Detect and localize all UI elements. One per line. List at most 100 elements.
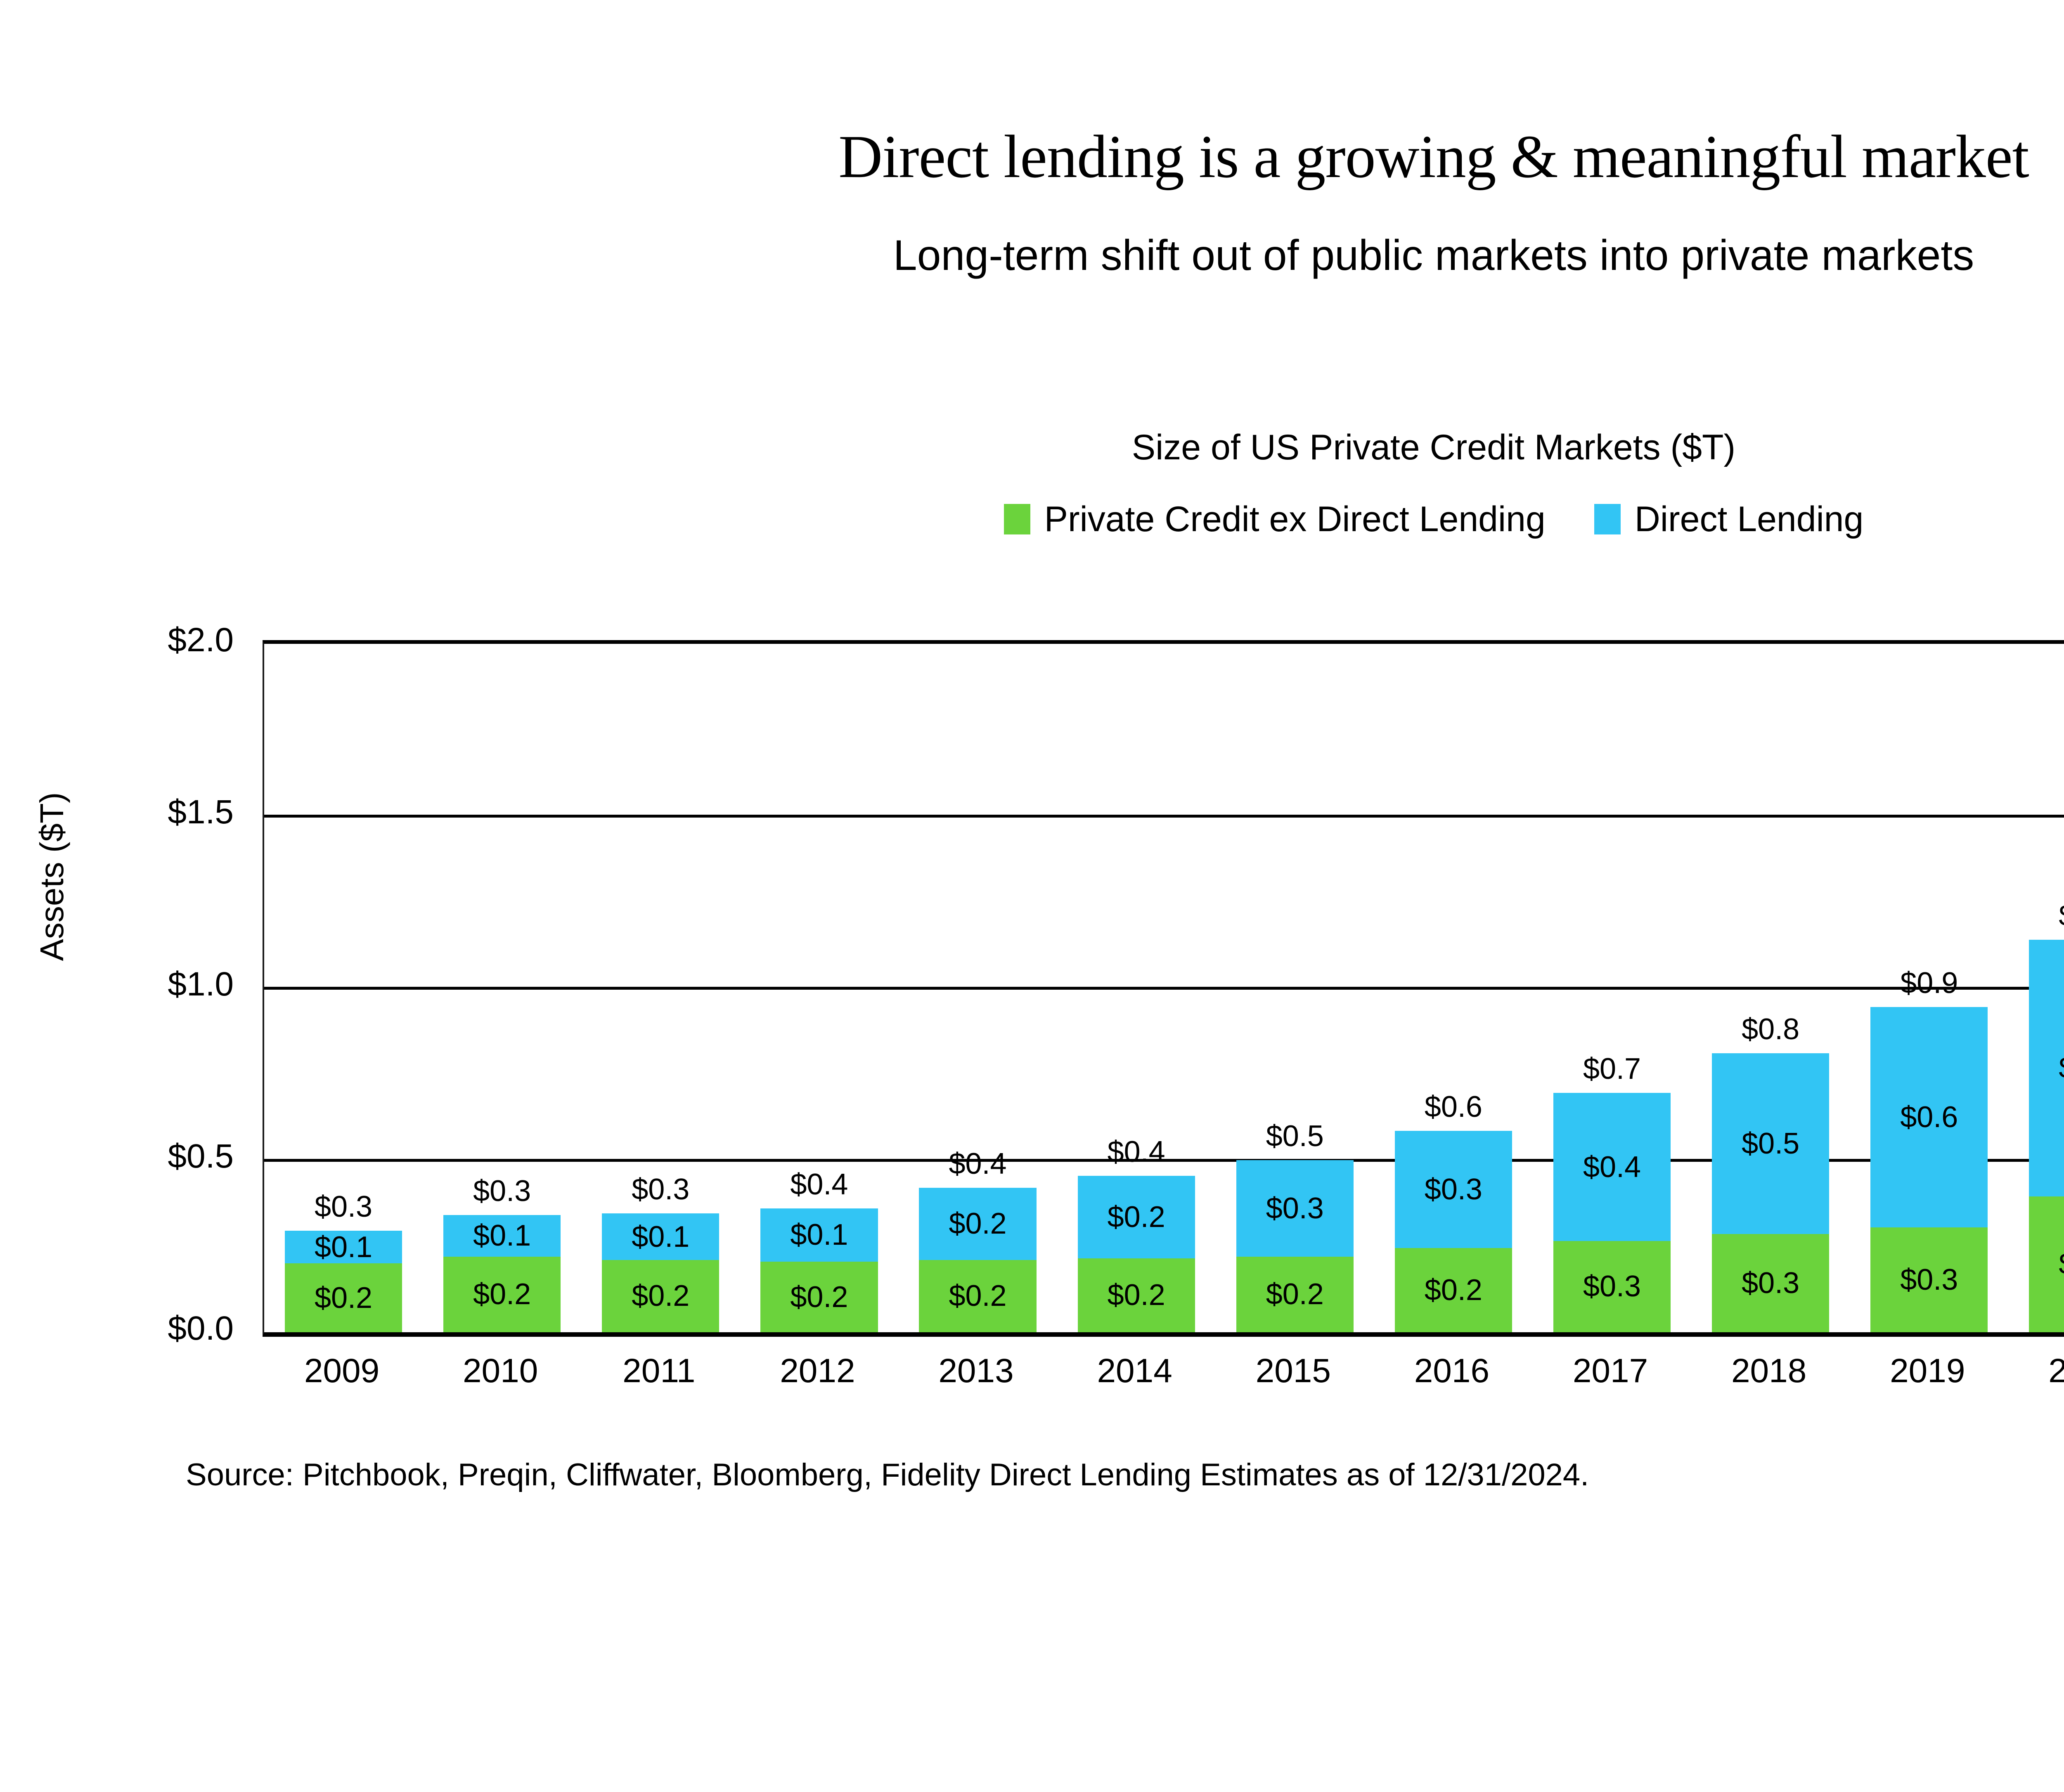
bar-segment-value-label: $0.2	[473, 1278, 531, 1311]
chart-legend: Private Credit ex Direct Lending Direct …	[0, 501, 2064, 537]
bar-segment-private-credit-ex-direct-lending[interactable]: $0.4	[2029, 1196, 2064, 1332]
bar-group[interactable]: $0.4 $0.3 $0.7	[1553, 1047, 1671, 1332]
bar-stack: $0.7 $0.4	[2029, 940, 2064, 1332]
bar-segment-direct-lending[interactable]: $0.3	[1394, 1131, 1512, 1248]
legend-item-direct-lending[interactable]: Direct Lending	[1594, 499, 1864, 539]
legend-label-private-credit-ex-direct-lending: Private Credit ex Direct Lending	[1044, 499, 1546, 539]
source-note: Source: Pitchbook, Preqin, Cliffwater, B…	[186, 1457, 1589, 1492]
bar-stack: $0.1 $0.2	[760, 1208, 878, 1332]
bar-group[interactable]: $0.2 $0.2 $0.4	[919, 1142, 1037, 1332]
x-axis-tick-label: 2018	[1731, 1352, 1807, 1390]
bar-segment-private-credit-ex-direct-lending[interactable]: $0.2	[602, 1260, 720, 1332]
legend-item-private-credit-ex-direct-lending[interactable]: Private Credit ex Direct Lending	[1004, 501, 1546, 537]
legend-label-direct-lending: Direct Lending	[1634, 499, 1864, 539]
bar-total-label: $0.9	[1900, 966, 1958, 1000]
bar-segment-value-label: $0.3	[1266, 1192, 1324, 1225]
bar-stack: $0.6 $0.3	[1870, 1007, 1988, 1332]
bar-group[interactable]: $0.3 $0.2 $0.5	[1236, 1115, 1354, 1332]
bar-group[interactable]: $0.1 $0.2 $0.3	[284, 1185, 402, 1332]
bar-segment-direct-lending[interactable]: $0.1	[284, 1230, 402, 1264]
bar-segment-value-label: $0.5	[1742, 1127, 1800, 1161]
bar-segment-value-label: $0.2	[1107, 1279, 1165, 1312]
bar-segment-direct-lending[interactable]: $0.1	[760, 1208, 878, 1262]
bar-stack: $0.1 $0.2	[602, 1213, 720, 1332]
x-axis-tick-label: 2020	[2048, 1352, 2064, 1390]
x-axis-tick-label: 2014	[1097, 1352, 1172, 1390]
bar-group[interactable]: $0.1 $0.2 $0.4	[760, 1163, 878, 1332]
bar-segment-direct-lending[interactable]: $0.6	[1870, 1007, 1988, 1227]
bar-segment-direct-lending[interactable]: $0.3	[1236, 1160, 1354, 1257]
bar-group[interactable]: $0.1 $0.2 $0.3	[602, 1168, 720, 1332]
y-axis-tick-label: $1.0	[168, 965, 234, 1003]
bar-segment-value-label: $0.2	[314, 1281, 373, 1314]
bar-segment-private-credit-ex-direct-lending[interactable]: $0.2	[284, 1263, 402, 1332]
bar-segment-direct-lending[interactable]: $0.2	[919, 1187, 1037, 1260]
chart-title: Size of US Private Credit Markets ($T)	[1131, 428, 1736, 467]
x-axis-tick-label: 2012	[780, 1352, 855, 1390]
bar-segment-direct-lending[interactable]: $0.2	[1077, 1175, 1195, 1258]
gridline	[264, 1159, 2064, 1162]
legend-swatch-green-icon	[1004, 504, 1030, 534]
bar-segment-direct-lending[interactable]: $0.4	[1553, 1093, 1671, 1241]
x-axis-tick-label: 2011	[623, 1352, 696, 1390]
bar-segment-private-credit-ex-direct-lending[interactable]: $0.2	[760, 1262, 878, 1332]
y-axis-tick-label: $0.5	[168, 1137, 234, 1175]
bar-segment-value-label: $0.3	[1583, 1270, 1641, 1303]
y-axis-title: Assets ($T)	[33, 792, 70, 961]
bar-total-label: $0.4	[1107, 1135, 1165, 1168]
bar-segment-value-label: $0.4	[1583, 1150, 1641, 1184]
x-axis-tick-label: 2013	[938, 1352, 1014, 1390]
bar-segment-value-label: $0.7	[2059, 1053, 2064, 1083]
bar-group[interactable]: $0.3 $0.2 $0.6	[1394, 1085, 1512, 1332]
plot-area: $0.1 $0.2 $0.3 $0.1 $0.2 $0.3 $0.1 $0.2 $0.3 $0.1…	[263, 640, 2064, 1337]
bar-segment-value-label: $0.3	[1900, 1263, 1958, 1296]
bar-segment-value-label: $0.2	[632, 1279, 690, 1313]
bar-segment-direct-lending[interactable]: $0.7	[2029, 940, 2064, 1196]
bar-segment-direct-lending[interactable]: $0.5	[1712, 1053, 1830, 1234]
bar-segment-private-credit-ex-direct-lending[interactable]: $0.3	[1553, 1241, 1671, 1332]
bar-segment-value-label: $0.3	[1742, 1267, 1800, 1300]
bar-stack: $0.1 $0.2	[284, 1230, 402, 1332]
bar-segment-value-label: $0.1	[473, 1219, 531, 1253]
bar-group[interactable]: $0.5 $0.3 $0.8	[1712, 1008, 1830, 1332]
bar-segment-private-credit-ex-direct-lending[interactable]: $0.2	[1394, 1248, 1512, 1332]
bar-group[interactable]: $0.1 $0.2 $0.3	[443, 1170, 561, 1332]
bar-segment-private-credit-ex-direct-lending[interactable]: $0.3	[1870, 1227, 1988, 1332]
bar-segment-value-label: $0.2	[790, 1280, 848, 1314]
y-axis-tick-label: $1.5	[168, 793, 234, 831]
bar-stack: $0.5 $0.3	[1712, 1053, 1830, 1332]
bar-segment-value-label: $0.2	[949, 1207, 1007, 1241]
bar-stack: $0.3 $0.2	[1236, 1160, 1354, 1332]
bar-total-label: $0.8	[1742, 1013, 1800, 1046]
y-axis-tick-label: $0.0	[168, 1310, 234, 1347]
bar-group[interactable]: $0.2 $0.2 $0.4	[1077, 1130, 1195, 1332]
bar-segment-private-credit-ex-direct-lending[interactable]: $0.2	[443, 1256, 561, 1332]
bar-segment-value-label: $0.1	[314, 1230, 373, 1264]
bar-segment-value-label: $0.2	[1266, 1278, 1324, 1311]
y-axis-tick-label: $2.0	[168, 621, 234, 659]
bar-segment-direct-lending[interactable]: $0.1	[443, 1215, 561, 1257]
x-axis-tick-label: 2017	[1572, 1352, 1648, 1390]
bar-segment-private-credit-ex-direct-lending[interactable]: $0.3	[1712, 1234, 1830, 1332]
bar-total-label: $0.7	[1583, 1052, 1641, 1086]
bar-stack: $0.1 $0.2	[443, 1215, 561, 1332]
gridline	[264, 987, 2064, 990]
bar-stack: $0.3 $0.2	[1394, 1131, 1512, 1332]
bar-segment-direct-lending[interactable]: $0.1	[602, 1213, 720, 1260]
bar-group[interactable]: $0.7 $0.4 $1.1	[2029, 894, 2064, 1332]
bar-total-label: $0.4	[790, 1168, 848, 1201]
bar-segment-private-credit-ex-direct-lending[interactable]: $0.2	[1236, 1256, 1354, 1332]
x-axis-tick-label: 2019	[1890, 1352, 1965, 1390]
bar-segment-value-label: $0.1	[790, 1218, 848, 1252]
bar-total-label: $0.5	[1266, 1120, 1324, 1153]
bar-segment-private-credit-ex-direct-lending[interactable]: $0.2	[1077, 1258, 1195, 1332]
x-axis-tick-label: 2009	[304, 1352, 380, 1390]
bar-total-label: $0.3	[314, 1190, 373, 1223]
bar-segment-value-label: $0.1	[632, 1220, 690, 1253]
bar-stack: $0.2 $0.2	[1077, 1175, 1195, 1332]
bar-group[interactable]: $0.6 $0.3 $0.9	[1870, 962, 1988, 1332]
bar-segment-value-label: $0.3	[1424, 1173, 1482, 1206]
bar-segment-private-credit-ex-direct-lending[interactable]: $0.2	[919, 1260, 1037, 1332]
bar-total-label: $0.3	[632, 1173, 690, 1206]
page-subtitle: Long-term shift out of public markets in…	[893, 232, 1974, 279]
